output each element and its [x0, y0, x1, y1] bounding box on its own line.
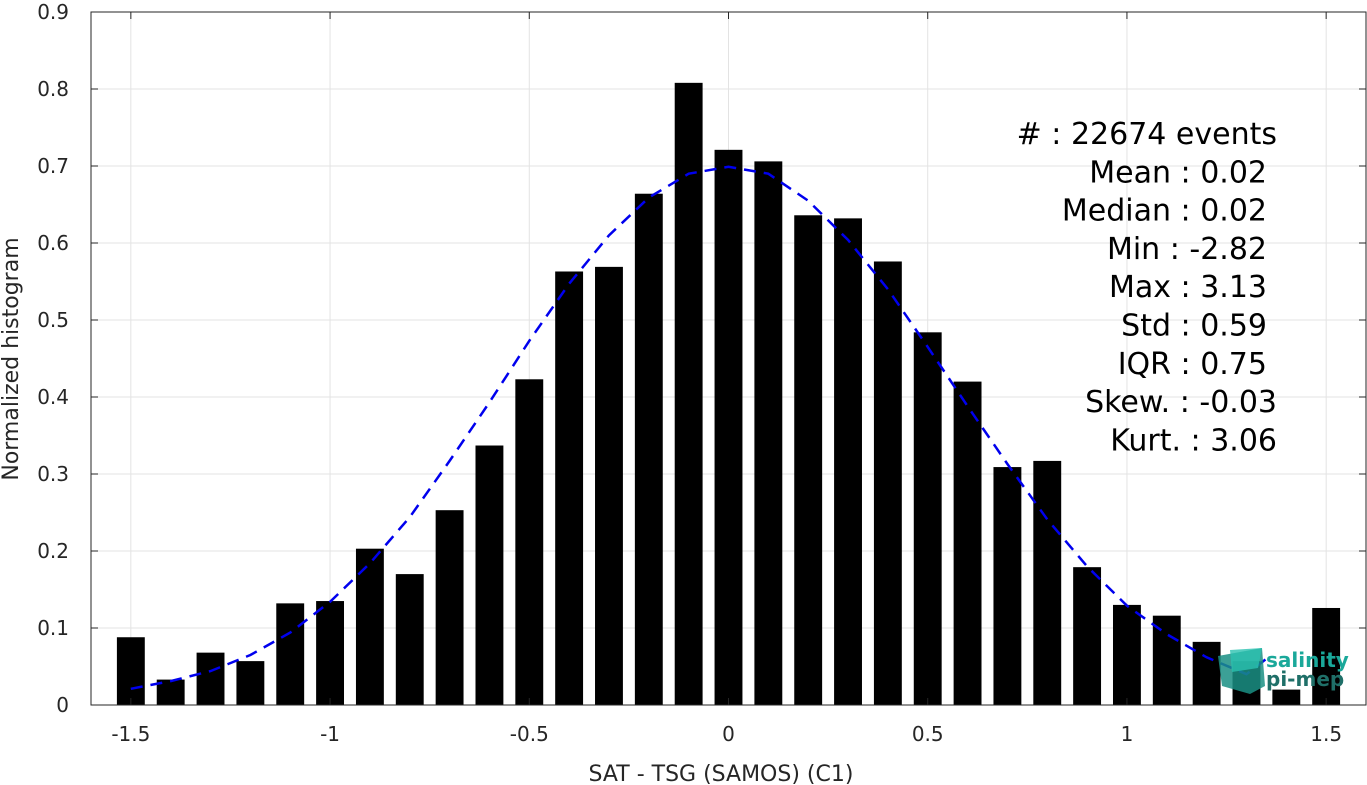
y-tick-label: 0.9	[37, 0, 69, 24]
histogram-bar	[754, 161, 783, 705]
x-tick-label: -1.5	[111, 722, 150, 746]
histogram-bar	[1152, 615, 1181, 705]
histogram-bar	[674, 82, 703, 706]
y-tick-label: 0	[56, 693, 69, 717]
x-tick-label: 0.5	[912, 722, 944, 746]
x-tick-label: -1	[320, 722, 340, 746]
histogram-bar	[834, 218, 862, 706]
logo-cube-facet	[1230, 648, 1262, 672]
stat-line: Median : 0.02	[1062, 194, 1267, 229]
histogram-bar	[316, 601, 345, 705]
stat-line: Mean : 0.02	[1089, 155, 1267, 190]
histogram-bar	[1192, 641, 1221, 705]
y-tick-label: 0.8	[37, 77, 69, 101]
y-tick-label: 0.3	[37, 462, 69, 486]
histogram-bar	[1272, 689, 1301, 705]
histogram-bar	[395, 574, 424, 705]
salinity-pi-mep-logo: salinity pi-mep	[1218, 648, 1349, 694]
histogram-bar	[873, 261, 902, 705]
histogram-bar	[595, 266, 623, 705]
histogram-bar	[714, 149, 743, 705]
histogram-bar	[475, 445, 504, 705]
bars	[116, 82, 1341, 706]
gaussian-fit-curve	[130, 165, 1268, 691]
y-tick-label: 0.6	[37, 231, 69, 255]
histogram-bar	[515, 379, 544, 705]
histogram-bar	[634, 193, 663, 705]
x-tick-label: -0.5	[510, 722, 549, 746]
histogram-bar	[196, 652, 225, 705]
tick-labels: -1.5 -1 -0.5 0 0.5 1 1.5 0 0.1 0.2 0.3 0.4 0.5 0.6 0.7…	[37, 0, 1366, 746]
stat-line: IQR : 0.75	[1118, 347, 1267, 382]
histogram-bar	[116, 637, 145, 705]
y-tick-label: 0.2	[37, 539, 69, 563]
histogram-bar	[794, 215, 823, 705]
logo-line2: pi-mep	[1266, 667, 1344, 691]
stat-line: Min : -2.82	[1107, 232, 1267, 267]
y-axis-label: Normalized histogram	[0, 237, 24, 480]
stat-line: Max : 3.13	[1109, 270, 1267, 305]
histogram-bar	[435, 510, 464, 705]
histogram-bar	[236, 661, 265, 705]
x-axis-label: SAT - TSG (SAMOS) (C1)	[589, 762, 854, 785]
x-tick-label: 1	[1121, 722, 1134, 746]
histogram-bar	[1112, 604, 1141, 705]
histogram-bar	[1312, 607, 1341, 705]
stat-line: Skew. : -0.03	[1085, 385, 1277, 420]
histogram-bar	[913, 332, 942, 705]
stat-line: # : 22674 events	[1017, 117, 1277, 152]
y-tick-label: 0.1	[37, 616, 69, 640]
y-tick-label: 0.7	[37, 154, 69, 178]
x-tick-label: 1.5	[1310, 722, 1342, 746]
histogram-bar	[1033, 460, 1062, 705]
histogram-bar	[555, 271, 584, 705]
stat-line: Kurt. : 3.06	[1110, 423, 1277, 458]
histogram-bar	[1073, 567, 1102, 705]
x-tick-label: 0	[722, 722, 735, 746]
y-tick-label: 0.4	[37, 385, 69, 409]
histogram-bar	[993, 467, 1022, 705]
histogram-bar	[355, 548, 384, 705]
stat-line: Std : 0.59	[1121, 309, 1267, 344]
y-tick-label: 0.5	[37, 308, 69, 332]
histogram-bar	[276, 603, 305, 705]
logo-line1: salinity	[1266, 648, 1349, 672]
histogram-bar	[953, 381, 982, 705]
